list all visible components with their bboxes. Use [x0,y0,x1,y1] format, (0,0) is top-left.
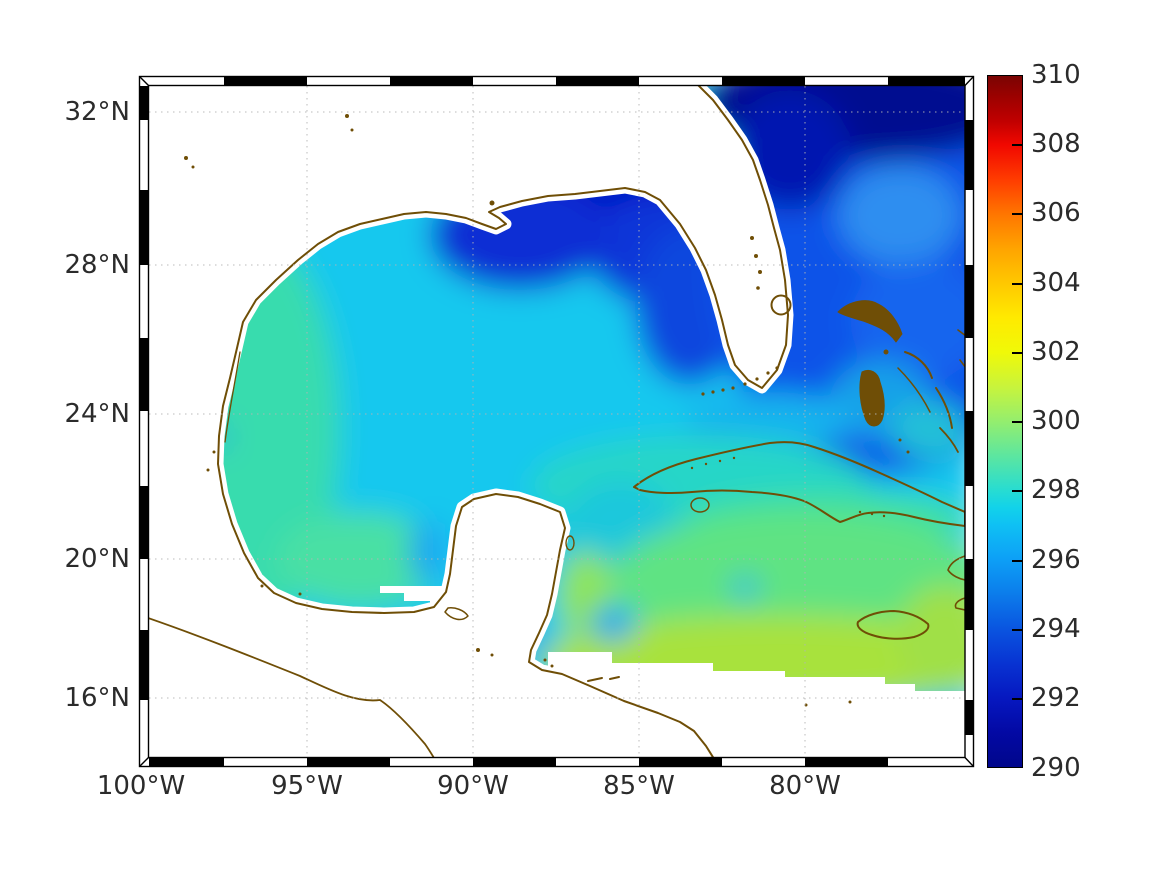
lat-tick-24n: 24°N [64,399,130,429]
lon-tick-100w: 100°W [96,771,186,801]
lat-tick-16n: 16°N [64,683,130,713]
graticule [149,86,965,757]
colorbar-tick [1012,421,1022,423]
cb-tick-292: 292 [1031,683,1081,713]
colorbar [987,75,1023,768]
cb-tick-310: 310 [1031,60,1081,90]
cb-tick-304: 304 [1031,268,1081,298]
colorbar-tick [1012,698,1022,700]
cb-tick-294: 294 [1031,614,1081,644]
map-plot [138,75,975,768]
lon-tick-90w: 90°W [437,771,509,801]
map-frame [138,75,975,768]
lat-tick-32n: 32°N [64,97,130,127]
cb-tick-302: 302 [1031,337,1081,367]
lon-tick-85w: 85°W [603,771,675,801]
cb-tick-306: 306 [1031,198,1081,228]
cb-tick-296: 296 [1031,545,1081,575]
lon-tick-95w: 95°W [271,771,343,801]
colorbar-tick [1012,490,1022,492]
cb-tick-308: 308 [1031,129,1081,159]
colorbar-tick [1012,283,1022,285]
cb-tick-298: 298 [1031,475,1081,505]
lon-tick-80w: 80°W [769,771,841,801]
colorbar-tick [1012,213,1022,215]
colorbar-tick [1012,629,1022,631]
colorbar-tick [1012,144,1022,146]
island-specks [184,114,910,707]
sst-field [149,86,965,757]
colorbar-tick [1012,560,1022,562]
lat-tick-20n: 20°N [64,544,130,574]
coastline [149,86,965,757]
lat-tick-28n: 28°N [64,250,130,280]
cb-tick-300: 300 [1031,406,1081,436]
cb-tick-290: 290 [1031,753,1081,783]
colorbar-tick [1012,352,1022,354]
